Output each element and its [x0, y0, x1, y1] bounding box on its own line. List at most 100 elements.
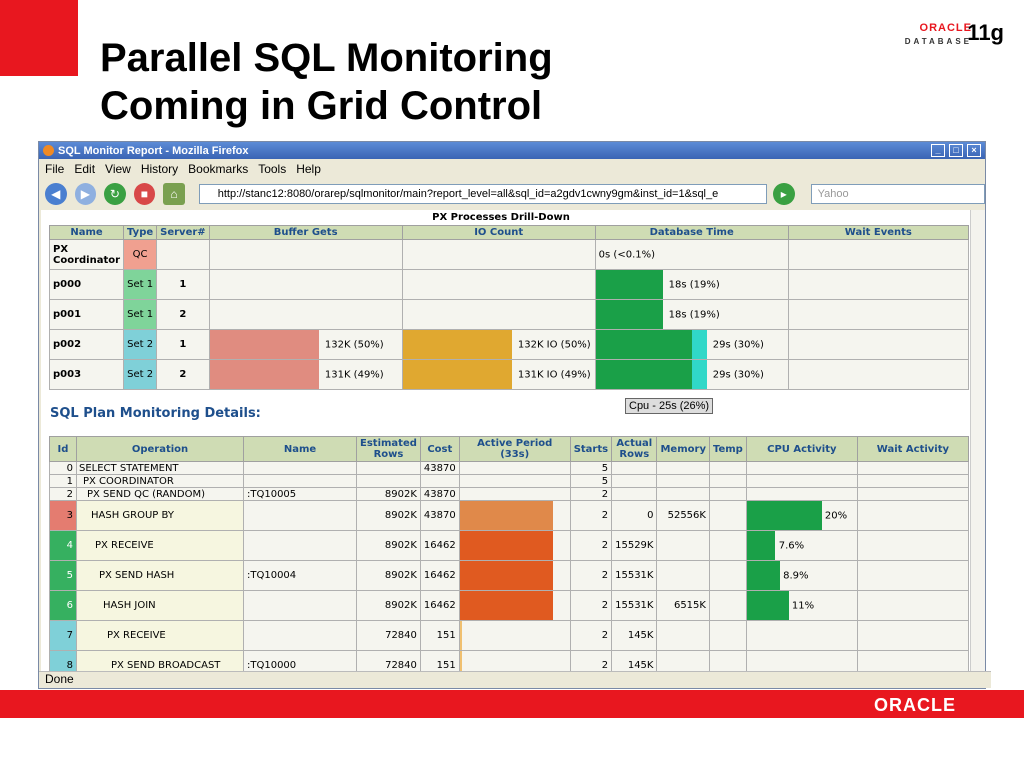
- plan-row[interactable]: 0 SELECT STATEMENT 43870 5: [49, 461, 970, 475]
- back-icon[interactable]: ◀: [45, 183, 67, 205]
- url-bar[interactable]: http://stanc12:8080/orarep/sqlmonitor/ma…: [198, 184, 768, 204]
- plan-operation: PX SEND BROADCAST: [76, 650, 244, 672]
- px-db-time: 29s (30%): [594, 359, 789, 390]
- px-db-time: 29s (30%): [594, 329, 789, 360]
- plan-header[interactable]: Temp: [708, 436, 747, 462]
- plan-header[interactable]: Operation: [76, 436, 244, 462]
- px-header[interactable]: Name: [48, 225, 125, 240]
- plan-row[interactable]: 2 PX SEND QC (RANDOM):TQ10005 8902K 43870 2: [49, 487, 970, 501]
- menu-bookmarks[interactable]: Bookmarks: [188, 162, 249, 176]
- px-type: Set 1: [123, 299, 158, 330]
- plan-table: Id Operation Name Estimated Rows Cost Ac…: [49, 436, 970, 672]
- plan-wait-activity: [856, 474, 970, 488]
- plan-name: [243, 474, 357, 488]
- plan-starts: 5: [569, 461, 613, 475]
- plan-starts: 5: [569, 474, 613, 488]
- plan-name: :TQ10005: [243, 487, 357, 501]
- slide-title: Parallel SQL Monitoring Coming in Grid C…: [100, 34, 553, 130]
- px-header[interactable]: Buffer Gets: [208, 225, 403, 240]
- home-icon[interactable]: ⌂: [163, 183, 185, 205]
- px-row[interactable]: PX Coordinator QC 0s (<0.1%): [48, 239, 970, 270]
- plan-wait-activity: [856, 560, 970, 591]
- plan-id: 6: [49, 590, 77, 621]
- plan-active-period-bar: [459, 591, 554, 620]
- px-type: Set 1: [123, 269, 158, 300]
- plan-row[interactable]: 4 PX RECEIVE 8902K 16462 2 15529K 7.6%: [49, 530, 970, 561]
- maximize-icon[interactable]: □: [949, 144, 963, 157]
- menu-tools[interactable]: Tools: [258, 162, 287, 176]
- px-buffer-gets: [208, 239, 403, 270]
- plan-est-rows: [356, 461, 421, 475]
- px-row[interactable]: p003 Set 2 2 131K (49%) 131K IO (49%) 29s (30…: [48, 359, 970, 390]
- plan-active-period: [458, 620, 571, 651]
- px-header[interactable]: Type: [123, 225, 158, 240]
- plan-row[interactable]: 5 PX SEND HASH:TQ10004 8902K 16462 2 15531K 8.…: [49, 560, 970, 591]
- close-icon[interactable]: ×: [967, 144, 981, 157]
- menu-view[interactable]: View: [105, 162, 131, 176]
- plan-header[interactable]: Starts: [569, 436, 613, 462]
- plan-cpu-activity: [745, 650, 858, 672]
- plan-actual-rows: 145K: [611, 650, 658, 672]
- px-header[interactable]: Database Time: [594, 225, 789, 240]
- menu-history[interactable]: History: [140, 162, 179, 176]
- plan-starts: 2: [569, 590, 613, 621]
- plan-operation: PX RECEIVE: [76, 620, 244, 651]
- px-row[interactable]: p001 Set 1 2 18s (19%): [48, 299, 970, 330]
- plan-header[interactable]: Active Period (33s): [458, 436, 571, 462]
- plan-operation: PX RECEIVE: [76, 530, 244, 561]
- plan-actual-rows: 0: [611, 500, 658, 531]
- menu-help[interactable]: Help: [296, 162, 321, 176]
- plan-wait-activity: [856, 620, 970, 651]
- plan-active-period: [458, 487, 571, 501]
- plan-operation: SELECT STATEMENT: [76, 461, 244, 475]
- plan-starts: 2: [569, 620, 613, 651]
- go-icon[interactable]: ▸: [773, 183, 795, 205]
- search-input[interactable]: Yahoo: [810, 184, 986, 204]
- forward-icon[interactable]: ▶: [74, 183, 97, 205]
- stop-icon[interactable]: ■: [133, 183, 156, 205]
- px-name: p003: [48, 359, 125, 390]
- plan-cpu-activity-bar: [746, 531, 776, 560]
- plan-est-rows: 72840: [356, 620, 421, 651]
- reload-icon[interactable]: ↻: [104, 183, 126, 205]
- px-io-count-label: 132K IO (50%): [517, 339, 591, 350]
- plan-header[interactable]: Memory: [656, 436, 710, 462]
- px-row[interactable]: p000 Set 1 1 18s (19%): [48, 269, 970, 300]
- px-header[interactable]: Server#: [156, 225, 210, 240]
- plan-active-period-bar: [459, 501, 554, 530]
- plan-header[interactable]: Cost: [419, 436, 460, 462]
- px-name: p001: [48, 299, 125, 330]
- plan-row[interactable]: 3 HASH GROUP BY 8902K 43870 2 0 52556K 20%: [49, 500, 970, 531]
- px-header[interactable]: Wait Events: [787, 225, 970, 240]
- plan-active-period: [458, 474, 571, 488]
- plan-row[interactable]: 7 PX RECEIVE 72840 151 2 145K: [49, 620, 970, 651]
- plan-memory: [656, 620, 710, 651]
- plan-row[interactable]: 8 PX SEND BROADCAST:TQ10000 72840 151 2 145K: [49, 650, 970, 672]
- px-row[interactable]: p002 Set 2 1 132K (50%) 132K IO (50%) 29s (30…: [48, 329, 970, 360]
- px-buffer-gets-label: 131K (49%): [324, 369, 384, 380]
- plan-header[interactable]: Estimated Rows: [356, 436, 421, 462]
- minimize-icon[interactable]: _: [931, 144, 945, 157]
- plan-est-rows: 8902K: [356, 590, 421, 621]
- plan-id: 4: [49, 530, 77, 561]
- plan-est-rows: 8902K: [356, 500, 421, 531]
- plan-starts: 2: [569, 530, 613, 561]
- plan-header[interactable]: Actual Rows: [611, 436, 658, 462]
- px-header[interactable]: IO Count: [401, 225, 596, 240]
- logo-database: DATABASE: [904, 37, 972, 46]
- plan-header[interactable]: Name: [243, 436, 357, 462]
- plan-header[interactable]: CPU Activity: [745, 436, 858, 462]
- menu-edit[interactable]: Edit: [74, 162, 96, 176]
- menu-file[interactable]: File: [45, 162, 65, 176]
- plan-header[interactable]: Wait Activity: [856, 436, 970, 462]
- px-db-time: 18s (19%): [594, 299, 789, 330]
- vertical-scrollbar[interactable]: [970, 210, 985, 672]
- px-drilldown-title: PX Processes Drill-Down: [432, 212, 570, 223]
- plan-header[interactable]: Id: [49, 436, 77, 462]
- plan-cpu-activity-bar: [746, 501, 822, 530]
- plan-memory: [656, 461, 710, 475]
- px-io-count-label: 131K IO (49%): [517, 369, 591, 380]
- px-io-count: [401, 239, 596, 270]
- plan-row[interactable]: 6 HASH JOIN 8902K 16462 2 15531K 6515K 11%: [49, 590, 970, 621]
- plan-row[interactable]: 1 PX COORDINATOR 5: [49, 474, 970, 488]
